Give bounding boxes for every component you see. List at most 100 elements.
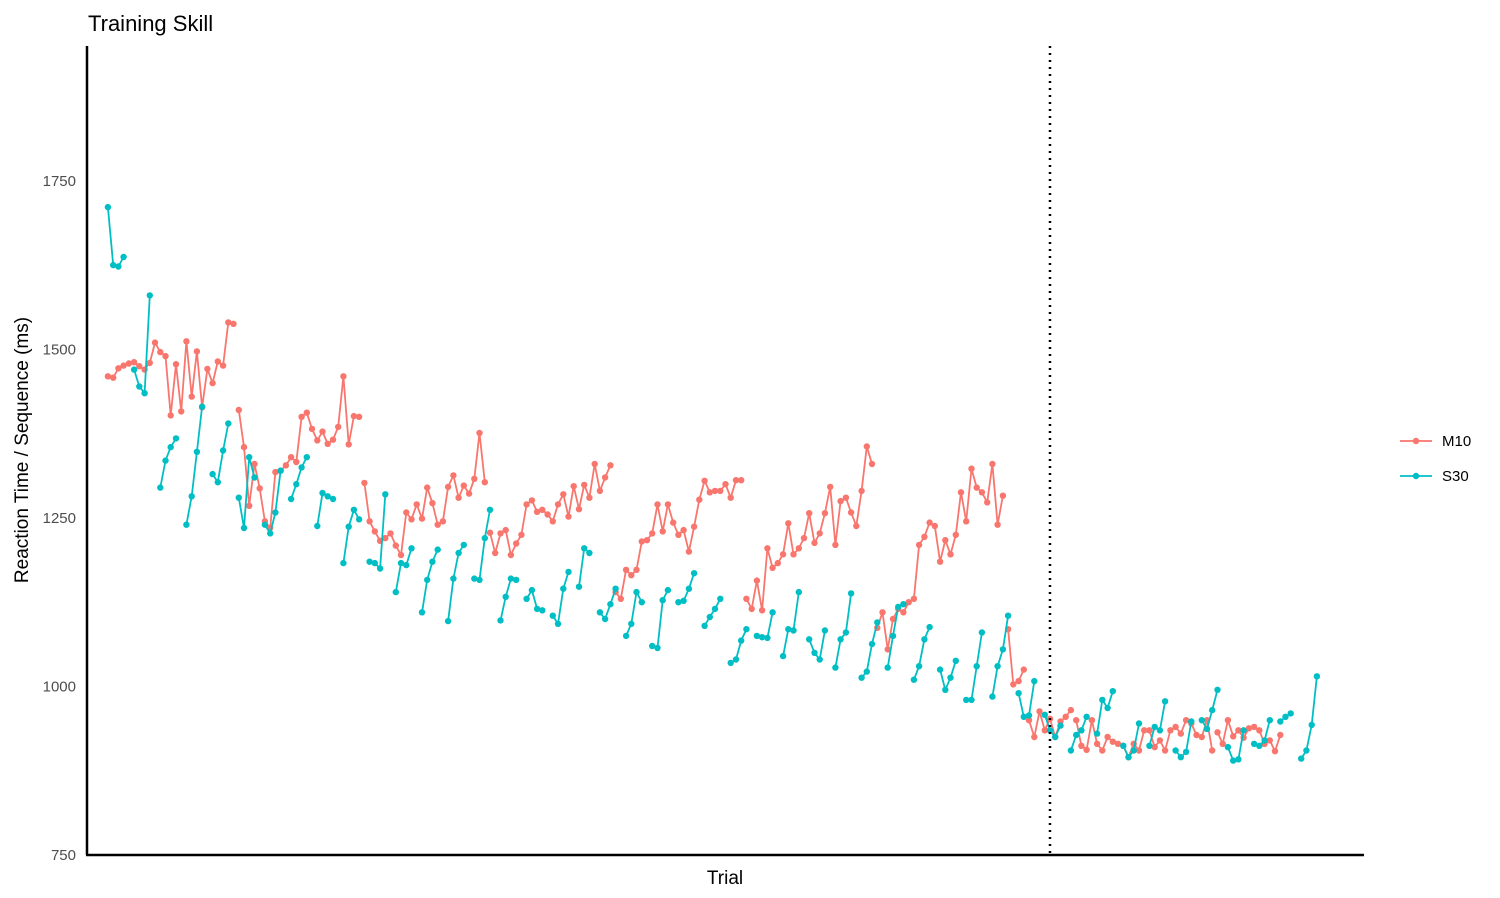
data-point bbox=[303, 454, 310, 461]
data-point bbox=[952, 531, 959, 538]
data-point bbox=[685, 548, 693, 555]
data-point bbox=[277, 467, 284, 474]
data-point bbox=[120, 362, 127, 369]
data-point bbox=[1266, 737, 1274, 744]
data-point bbox=[476, 429, 483, 437]
data-point bbox=[1036, 708, 1043, 715]
data-point bbox=[1015, 677, 1022, 685]
data-point bbox=[999, 492, 1007, 499]
data-point bbox=[654, 501, 661, 508]
data-point bbox=[1025, 717, 1033, 724]
data-point bbox=[371, 528, 378, 535]
data-point bbox=[434, 521, 441, 528]
series-line bbox=[913, 626, 931, 681]
data-point bbox=[408, 545, 415, 552]
data-point bbox=[622, 632, 630, 640]
data-point bbox=[622, 566, 630, 573]
data-point bbox=[246, 454, 253, 461]
data-point bbox=[753, 632, 761, 640]
data-point bbox=[779, 551, 787, 558]
data-point bbox=[151, 339, 159, 346]
data-point bbox=[607, 462, 614, 469]
data-point bbox=[1256, 742, 1263, 749]
data-point bbox=[727, 659, 734, 667]
data-point bbox=[345, 523, 352, 530]
data-point bbox=[157, 348, 164, 356]
data-point bbox=[167, 443, 174, 451]
data-point bbox=[492, 549, 499, 557]
data-point bbox=[806, 510, 813, 517]
series-line bbox=[264, 470, 282, 536]
data-point bbox=[832, 664, 839, 671]
data-point bbox=[999, 646, 1007, 653]
data-point bbox=[429, 558, 436, 565]
data-point bbox=[382, 534, 389, 542]
data-point bbox=[738, 477, 745, 484]
data-point bbox=[549, 518, 556, 525]
data-point bbox=[963, 696, 970, 704]
data-point bbox=[978, 489, 986, 496]
data-point bbox=[1256, 727, 1263, 734]
data-point bbox=[486, 506, 494, 513]
data-point bbox=[1282, 713, 1289, 720]
data-point bbox=[874, 619, 881, 626]
data-point bbox=[251, 474, 258, 481]
data-point bbox=[1099, 696, 1106, 704]
series-line bbox=[489, 463, 612, 558]
data-point bbox=[1057, 722, 1064, 729]
data-point bbox=[1224, 743, 1232, 751]
data-point bbox=[465, 490, 473, 497]
legend-label: M10 bbox=[1442, 433, 1471, 450]
data-point bbox=[497, 617, 504, 624]
data-point bbox=[994, 663, 1001, 670]
data-point bbox=[1308, 721, 1315, 729]
data-point bbox=[863, 668, 870, 675]
data-point bbox=[1235, 727, 1242, 734]
data-point bbox=[104, 373, 112, 380]
data-point bbox=[947, 551, 954, 558]
data-point bbox=[649, 642, 656, 650]
y-tick-label: 1250 bbox=[43, 510, 76, 527]
data-point bbox=[795, 545, 802, 552]
data-point bbox=[1161, 747, 1169, 754]
data-point bbox=[361, 479, 368, 487]
data-point bbox=[601, 474, 609, 481]
series-line bbox=[1070, 716, 1088, 751]
data-point bbox=[1010, 681, 1017, 688]
data-point bbox=[842, 629, 850, 636]
legend-key-point bbox=[1412, 472, 1420, 480]
data-point bbox=[136, 383, 143, 390]
data-point bbox=[1266, 717, 1274, 724]
data-point bbox=[984, 499, 991, 506]
data-point bbox=[868, 640, 876, 648]
data-point bbox=[994, 521, 1001, 528]
series-line bbox=[290, 456, 308, 500]
data-point bbox=[366, 558, 373, 565]
series-line bbox=[474, 509, 491, 582]
data-point bbox=[638, 538, 645, 545]
data-point bbox=[444, 483, 452, 491]
data-point bbox=[868, 460, 876, 468]
data-point bbox=[889, 615, 897, 623]
data-point bbox=[1151, 743, 1158, 751]
data-point bbox=[591, 460, 598, 468]
data-point bbox=[230, 320, 237, 327]
legend: M10 S30 bbox=[1400, 433, 1471, 485]
data-point bbox=[350, 412, 358, 420]
data-point bbox=[439, 518, 447, 525]
data-point bbox=[837, 497, 844, 505]
series-line bbox=[1017, 680, 1036, 718]
data-point bbox=[335, 423, 342, 431]
data-point bbox=[565, 568, 572, 576]
data-point bbox=[1141, 727, 1148, 734]
data-point bbox=[1073, 717, 1080, 724]
data-point bbox=[753, 577, 761, 584]
y-tick-label: 1750 bbox=[43, 173, 76, 190]
data-point bbox=[225, 420, 232, 427]
data-point bbox=[586, 549, 593, 557]
data-point bbox=[1062, 713, 1069, 720]
data-point bbox=[1250, 740, 1258, 747]
data-point bbox=[528, 497, 536, 504]
data-point bbox=[1104, 733, 1111, 741]
series-line bbox=[1096, 690, 1114, 734]
